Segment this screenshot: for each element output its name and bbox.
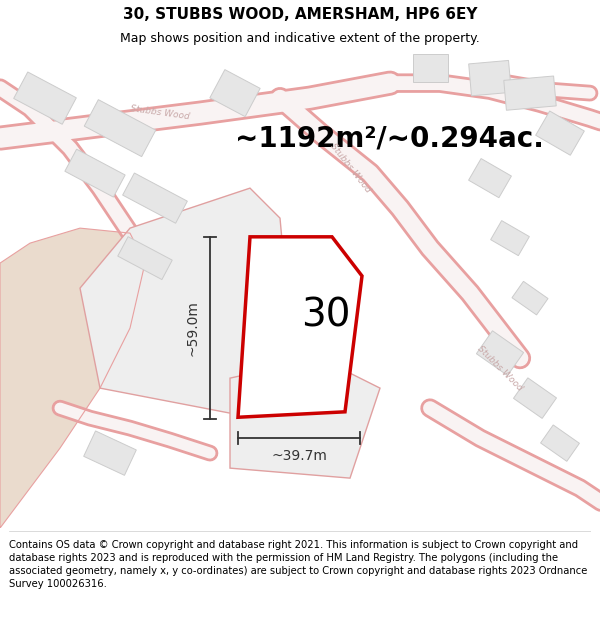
Polygon shape — [469, 61, 511, 96]
Polygon shape — [514, 378, 557, 418]
Polygon shape — [80, 188, 290, 413]
Text: ~1192m²/~0.294ac.: ~1192m²/~0.294ac. — [235, 124, 544, 152]
Polygon shape — [14, 72, 76, 124]
Text: 30: 30 — [301, 297, 350, 335]
Polygon shape — [122, 173, 187, 223]
Polygon shape — [413, 54, 448, 82]
Text: Stubbs Wood: Stubbs Wood — [130, 104, 190, 122]
Text: 30, STUBBS WOOD, AMERSHAM, HP6 6EY: 30, STUBBS WOOD, AMERSHAM, HP6 6EY — [123, 8, 477, 22]
Polygon shape — [512, 281, 548, 315]
Polygon shape — [0, 228, 145, 528]
Text: Map shows position and indicative extent of the property.: Map shows position and indicative extent… — [120, 32, 480, 45]
Polygon shape — [541, 425, 580, 461]
Polygon shape — [230, 358, 380, 478]
Polygon shape — [469, 159, 511, 198]
Polygon shape — [118, 237, 172, 279]
Text: Contains OS data © Crown copyright and database right 2021. This information is : Contains OS data © Crown copyright and d… — [9, 540, 587, 589]
Polygon shape — [84, 99, 156, 157]
Polygon shape — [504, 76, 556, 110]
Polygon shape — [238, 237, 362, 418]
Text: ~39.7m: ~39.7m — [271, 449, 327, 463]
Text: ~59.0m: ~59.0m — [185, 300, 199, 356]
Polygon shape — [476, 331, 524, 376]
Polygon shape — [491, 221, 529, 256]
Polygon shape — [536, 111, 584, 155]
Polygon shape — [83, 431, 136, 476]
Text: Stubbs Wood: Stubbs Wood — [476, 344, 524, 392]
Polygon shape — [65, 149, 125, 197]
Text: Stubbs Wood: Stubbs Wood — [328, 142, 372, 194]
Polygon shape — [210, 69, 260, 117]
